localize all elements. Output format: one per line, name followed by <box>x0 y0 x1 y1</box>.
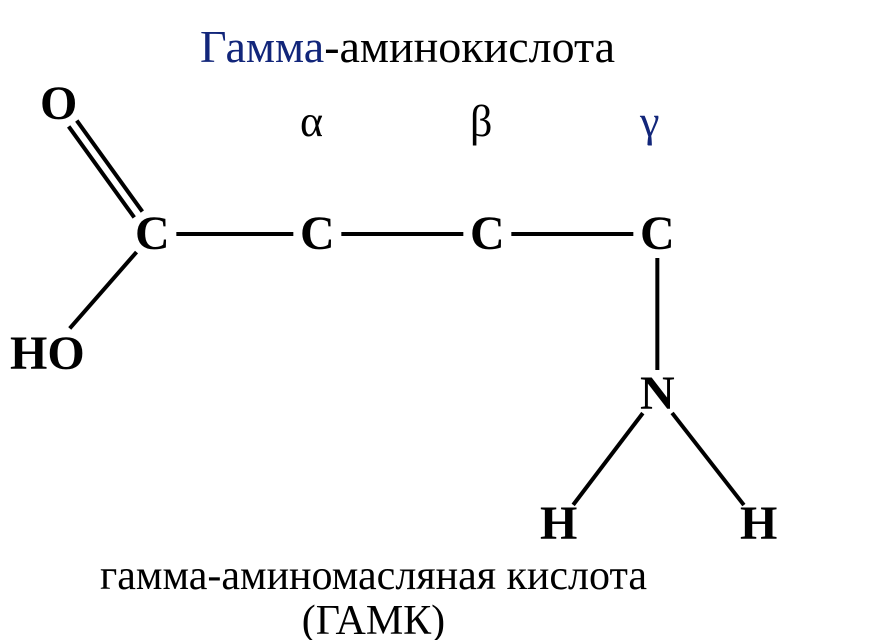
caption-line2: (ГАМК) <box>302 600 445 640</box>
chemical-diagram: Гамма-аминокислота α β γ O C C C C HO N … <box>0 0 880 640</box>
caption-line1: гамма-аминомасляная кислота <box>100 555 647 597</box>
bond-lines <box>0 0 880 640</box>
